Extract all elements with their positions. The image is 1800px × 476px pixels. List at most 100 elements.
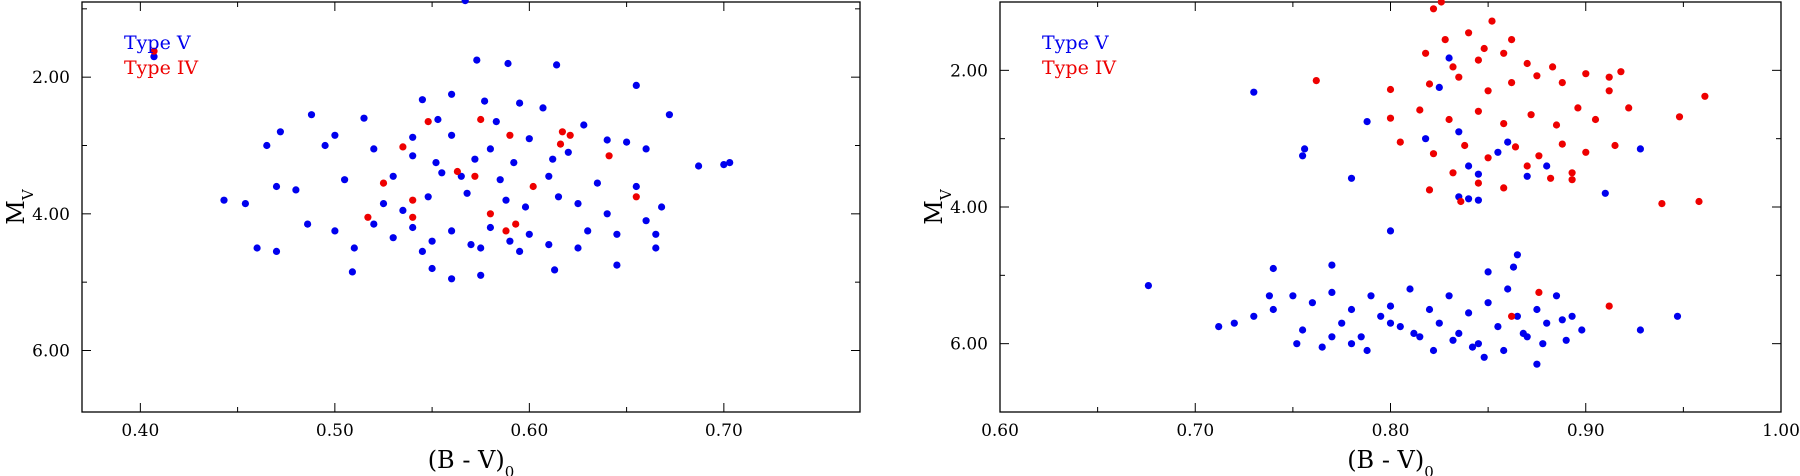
data-point-type-v <box>486 223 494 232</box>
data-point-type-v <box>1474 170 1482 178</box>
data-point-type-v <box>642 145 650 153</box>
data-point-type-iv <box>409 196 417 204</box>
data-point-type-iv <box>1547 174 1555 182</box>
data-point-type-iv <box>1549 63 1557 71</box>
x-tick-label: 1.00 <box>1762 421 1800 441</box>
data-point-type-v <box>1347 340 1356 348</box>
data-point-type-v <box>1455 128 1463 136</box>
data-point-type-iv <box>1429 5 1438 13</box>
data-point-type-v <box>603 210 611 218</box>
x-tick-label: 0.70 <box>1176 421 1214 441</box>
data-point-type-v <box>1308 299 1316 307</box>
x-axis-label-main: (B - V) <box>428 446 505 474</box>
data-point-type-v <box>399 206 407 214</box>
data-point-type-v <box>360 114 368 122</box>
x-tick-label: 0.50 <box>316 421 354 441</box>
data-point-type-v <box>1363 346 1371 355</box>
data-point-type-iv <box>379 179 388 187</box>
y-axis-label-subscript: V <box>19 188 37 201</box>
data-point-type-v <box>409 133 417 141</box>
y-tick-label: 4.00 <box>950 198 988 218</box>
y-axis-label-main: M <box>920 200 948 225</box>
y-axis-label: MV <box>920 188 955 225</box>
data-point-type-v <box>348 268 356 276</box>
data-point-type-iv <box>506 131 514 139</box>
data-point-type-v <box>220 196 228 204</box>
data-point-type-v <box>272 247 281 255</box>
x-axis-label-main: (B - V) <box>1347 446 1424 474</box>
data-point-type-iv <box>1625 104 1633 112</box>
data-point-type-iv <box>529 182 537 191</box>
data-point-type-iv <box>1582 148 1590 156</box>
data-point-type-v <box>473 56 481 64</box>
data-point-type-v <box>304 220 312 228</box>
data-point-type-v <box>1578 326 1586 334</box>
data-point-type-v <box>1144 282 1152 290</box>
data-point-type-v <box>432 159 440 167</box>
y-tick-label: 4.00 <box>32 205 70 225</box>
data-point-type-v <box>1465 162 1473 170</box>
data-point-type-v <box>516 99 524 107</box>
data-point-type-iv <box>1386 114 1395 122</box>
data-point-type-iv <box>1422 49 1430 57</box>
data-point-type-v <box>1289 292 1297 300</box>
data-point-type-v <box>1299 326 1307 334</box>
data-point-type-iv <box>399 143 407 151</box>
data-point-type-v <box>1328 333 1336 341</box>
data-point-type-v <box>1474 196 1482 204</box>
data-point-type-v <box>418 96 426 104</box>
data-point-type-v <box>1636 326 1644 334</box>
data-point-type-iv <box>1558 79 1566 87</box>
data-point-type-v <box>461 0 469 5</box>
x-axis-label-subscript: 0 <box>1424 463 1434 476</box>
data-point-type-v <box>1416 333 1424 341</box>
data-point-type-v <box>370 145 378 153</box>
data-point-type-v <box>1558 316 1566 324</box>
data-point-type-iv <box>453 167 461 176</box>
data-point-type-iv <box>1461 141 1469 150</box>
data-point-type-iv <box>1429 150 1438 158</box>
data-point-type-iv <box>1474 56 1482 64</box>
data-point-type-iv <box>1611 141 1619 150</box>
data-point-type-v <box>525 135 533 143</box>
data-point-type-iv <box>558 128 567 136</box>
data-point-type-v <box>1363 118 1371 126</box>
data-point-type-v <box>1480 353 1488 361</box>
data-point-type-v <box>1318 343 1326 351</box>
data-point-type-v <box>241 200 249 208</box>
data-point-type-iv <box>1508 312 1516 320</box>
y-tick-label: 2.00 <box>950 61 988 81</box>
data-point-type-v <box>1543 319 1551 327</box>
data-point-type-iv <box>1465 29 1473 37</box>
data-point-type-v <box>492 118 500 126</box>
data-point-type-iv <box>1568 169 1576 177</box>
data-point-type-v <box>516 247 524 255</box>
data-point-type-iv <box>1474 107 1482 115</box>
data-point-type-iv <box>1508 79 1516 87</box>
data-point-type-v <box>1513 251 1521 259</box>
data-point-type-v <box>1504 138 1512 146</box>
data-point-type-v <box>1422 135 1430 143</box>
data-point-type-iv <box>556 140 565 148</box>
data-point-type-iv <box>1533 72 1541 80</box>
data-point-type-iv <box>1445 115 1453 124</box>
data-point-type-v <box>1568 312 1576 320</box>
data-point-type-v <box>448 131 456 139</box>
data-point-type-v <box>1410 329 1418 337</box>
data-point-type-v <box>1328 288 1336 296</box>
data-point-type-iv <box>471 172 479 180</box>
data-point-type-v <box>341 176 349 184</box>
data-point-type-v <box>389 234 397 242</box>
x-tick-label: 0.70 <box>705 421 743 441</box>
data-point-type-v <box>331 227 339 235</box>
data-point-type-v <box>1265 292 1273 300</box>
data-point-type-v <box>580 121 588 129</box>
data-point-type-v <box>438 169 446 177</box>
data-point-type-v <box>1468 343 1477 351</box>
x-axis-label: (B - V)0 <box>1347 446 1434 476</box>
data-point-type-v <box>481 97 489 105</box>
data-point-type-v <box>549 155 557 163</box>
data-point-type-v <box>1347 305 1356 314</box>
data-point-type-v <box>331 131 339 139</box>
